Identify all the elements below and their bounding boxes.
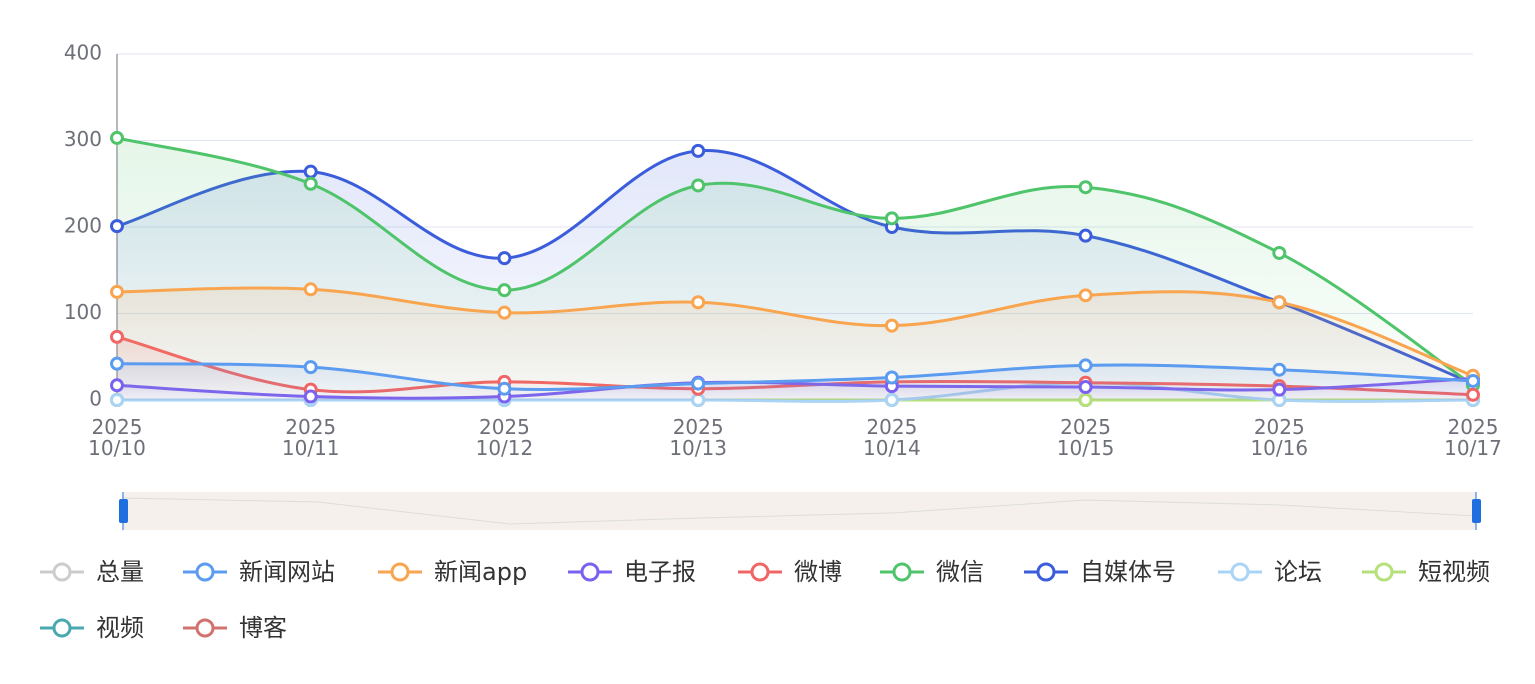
point (884, 318, 899, 333)
y-tick-label: 300 (64, 127, 102, 151)
y-tick-label: 400 (64, 41, 102, 65)
x-tick-label: 2025 10/13 (669, 415, 727, 460)
x-tick-label: 2025 10/14 (863, 415, 921, 460)
y-tick-label: 0 (89, 387, 102, 411)
legend-icon (1230, 562, 1250, 582)
point (1078, 288, 1093, 303)
legend-item[interactable]: 自媒体号 (1024, 558, 1176, 586)
legend-item[interactable]: 微博 (738, 558, 842, 586)
point (1078, 393, 1093, 407)
y-tick-label: 100 (64, 300, 102, 324)
point (110, 378, 124, 393)
point (691, 178, 706, 193)
legend-icon (52, 618, 72, 638)
point (303, 164, 318, 179)
legend-icon (390, 562, 410, 582)
point (691, 143, 706, 158)
point (110, 219, 124, 234)
point (884, 370, 899, 385)
legend-icon (750, 562, 770, 582)
point (497, 283, 512, 298)
point (691, 376, 706, 391)
point (1272, 382, 1287, 397)
x-tick-label: 2025 10/12 (476, 415, 534, 460)
legend-label: 微信 (936, 558, 984, 586)
point (691, 393, 706, 407)
point (497, 305, 512, 320)
line (116, 136, 1474, 387)
legend-icon (195, 618, 215, 638)
legend-item[interactable]: 论坛 (1218, 558, 1322, 586)
zoom-preview (122, 497, 1477, 525)
point (110, 393, 124, 407)
data-zoom[interactable] (119, 492, 1481, 530)
legend-item[interactable]: 短视频 (1362, 558, 1490, 586)
legend-label: 总量 (96, 558, 144, 586)
zoom-track[interactable] (123, 492, 1476, 530)
point (884, 393, 899, 407)
legend-icon (580, 562, 600, 582)
point (110, 284, 124, 299)
point (110, 356, 124, 371)
legend-item[interactable]: 新闻网站 (183, 558, 335, 586)
point (110, 130, 124, 145)
point (303, 176, 318, 191)
zoom-handle[interactable] (119, 499, 128, 523)
line (116, 362, 1474, 392)
legend-icon (195, 562, 215, 582)
x-tick-label: 2025 10/15 (1057, 415, 1115, 460)
point (1272, 362, 1287, 377)
point (303, 389, 318, 404)
line (116, 286, 1474, 378)
legend-icon (892, 562, 912, 582)
x-tick-label: 2025 10/10 (88, 415, 146, 460)
legend-label: 新闻网站 (239, 558, 335, 586)
legend-icon (52, 562, 72, 582)
legend-item[interactable]: 新闻app (378, 558, 527, 586)
point (1078, 180, 1093, 195)
point (497, 251, 512, 266)
legend-label: 视频 (96, 614, 144, 642)
x-tick-label: 2025 10/17 (1444, 415, 1502, 460)
legend-label: 博客 (239, 614, 287, 642)
point (303, 282, 318, 297)
point (1272, 295, 1287, 310)
point (303, 360, 318, 375)
point (1078, 228, 1093, 243)
legend-label: 新闻app (434, 558, 527, 586)
y-tick-label: 200 (64, 214, 102, 238)
point (1466, 373, 1480, 388)
legend-item[interactable]: 总量 (40, 558, 144, 586)
legend-icon (1374, 562, 1394, 582)
point (1272, 245, 1287, 260)
legend-label: 短视频 (1418, 558, 1490, 586)
legend-icon (1036, 562, 1056, 582)
legend-item[interactable]: 电子报 (568, 558, 696, 586)
legend-item[interactable]: 博客 (183, 614, 287, 642)
point (497, 381, 512, 396)
point (1466, 387, 1480, 402)
point (1078, 380, 1093, 395)
legend-label: 微博 (794, 558, 842, 586)
point (884, 211, 899, 226)
legend-label: 电子报 (624, 558, 696, 586)
x-tick-label: 2025 10/11 (282, 415, 340, 460)
legend-item[interactable]: 视频 (40, 614, 144, 642)
point (1078, 358, 1093, 373)
point (691, 295, 706, 310)
point (110, 329, 124, 344)
legend-item[interactable]: 微信 (880, 558, 984, 586)
zoom-handle[interactable] (1472, 499, 1481, 523)
legend-label: 自媒体号 (1080, 558, 1176, 586)
legend-label: 论坛 (1274, 558, 1322, 586)
x-tick-label: 2025 10/16 (1250, 415, 1308, 460)
